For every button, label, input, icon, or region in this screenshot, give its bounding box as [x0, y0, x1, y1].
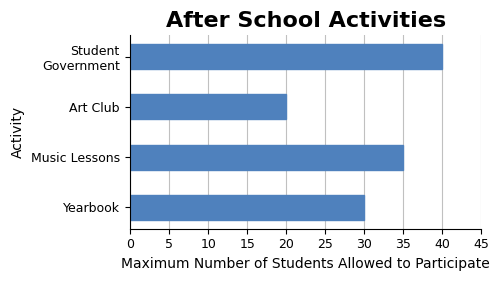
Bar	[130, 44, 442, 69]
Y-axis label: Activity: Activity	[11, 106, 25, 158]
Bar	[130, 145, 403, 170]
Bar	[130, 94, 286, 120]
X-axis label: Maximum Number of Students Allowed to Participate: Maximum Number of Students Allowed to Pa…	[121, 257, 490, 271]
Bar	[130, 195, 364, 220]
Title: After School Activities: After School Activities	[166, 11, 446, 31]
